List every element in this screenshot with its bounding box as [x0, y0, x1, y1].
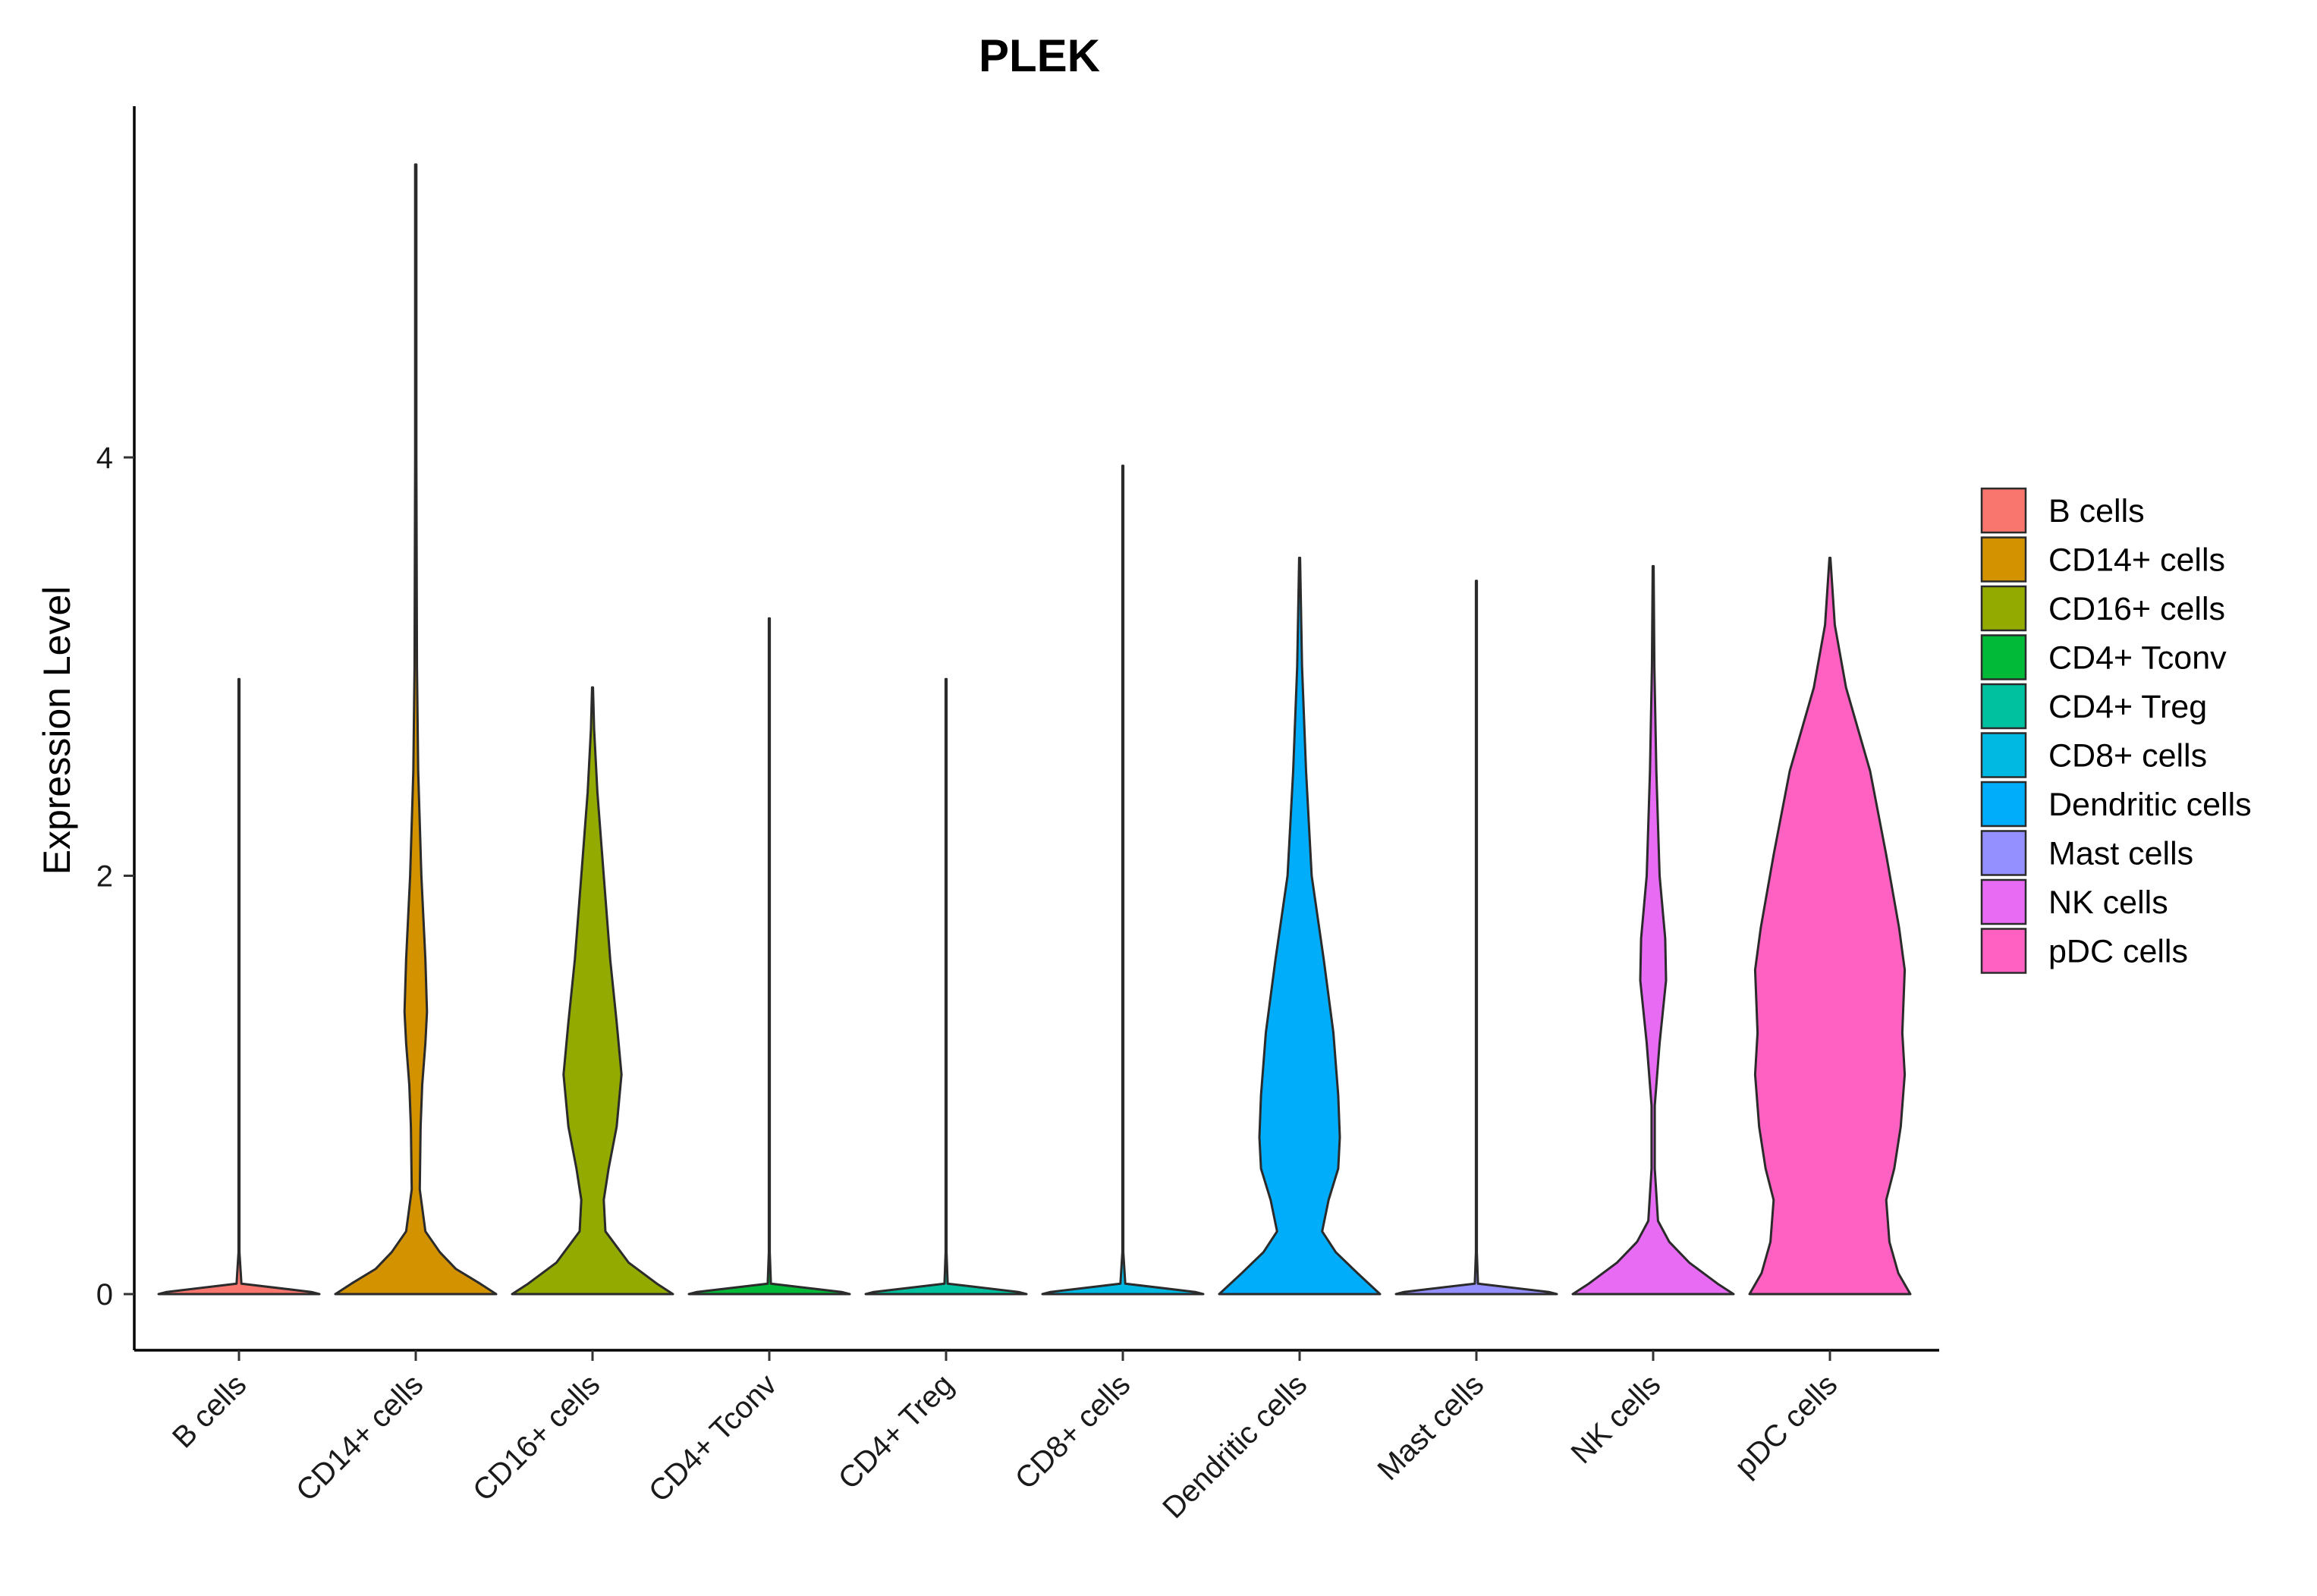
legend-swatch	[1980, 536, 2027, 583]
legend-label: Mast cells	[2048, 836, 2193, 872]
y-tick-label: 4	[96, 441, 113, 475]
legend-label: CD8+ cells	[2048, 738, 2207, 774]
violin-b-cells	[157, 677, 321, 1296]
legend-label: CD4+ Tconv	[2048, 640, 2227, 677]
violin-pdc-cells	[1748, 556, 1912, 1296]
violin-dendritic-cells	[1218, 556, 1382, 1296]
violin-cd14plus-cells	[334, 163, 498, 1296]
x-tick-label: CD14+ cells	[290, 1368, 429, 1507]
y-tick-label: 0	[96, 1278, 113, 1312]
legend-label: Dendritic cells	[2048, 787, 2252, 823]
chart-title: PLEK	[979, 30, 1100, 81]
legend-swatch	[1980, 878, 2027, 925]
x-tick-label: CD4+ Tconv	[643, 1368, 783, 1508]
x-tick-label: B cells	[166, 1368, 253, 1454]
legend-label: CD4+ Treg	[2048, 689, 2207, 725]
legend: B cells CD14+ cells CD16+ cells CD4+ Tconv C…	[1980, 487, 2252, 974]
violin-cd4plus-tconv	[687, 617, 851, 1296]
legend-swatch	[1980, 634, 2027, 680]
violin-cd4plus-treg	[864, 677, 1028, 1296]
x-tick-label: CD4+ Treg	[832, 1368, 960, 1496]
legend-label: CD16+ cells	[2048, 591, 2225, 627]
x-tick-label: CD16+ cells	[467, 1368, 606, 1507]
x-tick-label: NK cells	[1565, 1368, 1668, 1470]
legend-swatch	[1980, 585, 2027, 632]
legend-label: NK cells	[2048, 884, 2168, 921]
x-tick-label: pDC cells	[1728, 1368, 1844, 1483]
plot-area	[157, 163, 1912, 1296]
legend-swatch	[1980, 683, 2027, 730]
legend-label: CD14+ cells	[2048, 542, 2225, 579]
legend-swatch	[1980, 487, 2027, 534]
violin-nk-cells	[1571, 564, 1735, 1296]
y-tick-label: 2	[96, 860, 113, 894]
x-tick-label: CD8+ cells	[1009, 1368, 1137, 1496]
legend-swatch	[1980, 928, 2027, 974]
y-axis-label: Expression Level	[36, 586, 78, 875]
x-tick-label: Dendritic cells	[1156, 1368, 1313, 1525]
violin-cd8plus-cells	[1041, 464, 1205, 1296]
violin-mast-cells	[1394, 580, 1558, 1296]
violin-cd16plus-cells	[511, 686, 674, 1296]
x-tick-label: Mast cells	[1372, 1368, 1491, 1487]
legend-label: pDC cells	[2048, 934, 2188, 970]
legend-label: B cells	[2048, 493, 2145, 529]
legend-swatch	[1980, 732, 2027, 778]
legend-swatch	[1980, 781, 2027, 828]
legend-swatch	[1980, 830, 2027, 876]
axes: 0 2 4 B cells CD14+ cells CD16+ cells CD4+ Tco…	[96, 106, 1939, 1525]
